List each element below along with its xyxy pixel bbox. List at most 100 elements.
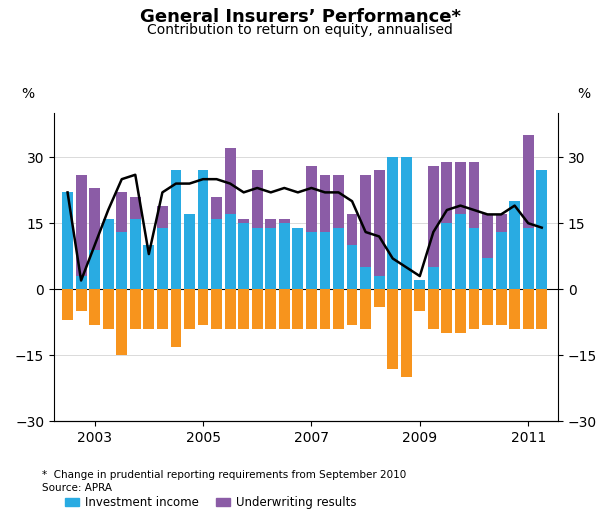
Bar [184,214,195,289]
Bar [482,289,493,324]
Bar [482,214,493,289]
Bar [415,281,425,289]
Bar [496,214,506,289]
Bar [347,245,358,289]
Bar [333,228,344,289]
Bar [360,267,371,289]
Bar [130,289,141,329]
Bar [415,289,425,311]
Bar [116,289,127,355]
Bar [374,276,385,289]
Bar [130,219,141,289]
Bar [292,228,303,289]
Bar [469,161,479,289]
Bar [184,289,195,329]
Bar [197,170,208,289]
Bar [62,289,73,320]
Bar [374,170,385,289]
Bar [428,166,439,289]
Text: Contribution to return on equity, annualised: Contribution to return on equity, annual… [147,23,453,37]
Bar [143,245,154,289]
Bar [76,289,86,311]
Bar [455,289,466,334]
Bar [279,219,290,289]
Bar [103,241,113,289]
Bar [76,175,86,289]
Bar [523,228,533,289]
Bar [306,232,317,289]
Bar [482,259,493,289]
Bar [197,254,208,289]
Bar [170,254,181,289]
Bar [143,259,154,289]
Bar [211,219,222,289]
Text: General Insurers’ Performance*: General Insurers’ Performance* [139,8,461,26]
Bar [143,289,154,329]
Bar [469,228,479,289]
Bar [170,170,181,289]
Bar [428,267,439,289]
Bar [442,289,452,334]
Bar [536,289,547,329]
Bar [211,289,222,329]
Bar [89,289,100,324]
Bar [442,223,452,289]
Bar [225,149,236,289]
Bar [320,289,331,329]
Bar [157,228,168,289]
Bar [415,289,425,311]
Bar [469,289,479,329]
Bar [116,192,127,289]
Bar [252,289,263,329]
Bar [536,267,547,289]
Bar [279,289,290,329]
Bar [428,289,439,329]
Bar [360,289,371,329]
Bar [265,289,276,329]
Bar [509,289,520,329]
Bar [347,214,358,289]
Bar [89,250,100,289]
Bar [292,232,303,289]
Bar [62,236,73,289]
Bar [265,228,276,289]
Bar [170,289,181,346]
Bar [401,289,412,377]
Bar [455,214,466,289]
Bar [279,223,290,289]
Bar [238,289,249,329]
Bar [225,289,236,329]
Bar [306,289,317,329]
Bar [455,161,466,289]
Bar [496,232,506,289]
Bar [130,197,141,289]
Bar [509,201,520,289]
Bar [496,289,506,324]
Bar [157,289,168,329]
Bar [509,254,520,289]
Bar [523,289,533,329]
Bar [401,157,412,289]
Bar [103,289,113,329]
Bar [225,214,236,289]
Bar [333,175,344,289]
Bar [292,289,303,329]
Text: %: % [578,87,591,101]
Bar [238,223,249,289]
Bar [62,192,73,289]
Text: Source: APRA: Source: APRA [42,483,112,493]
Bar [76,276,86,289]
Bar [523,135,533,289]
Bar [333,289,344,329]
Bar [387,157,398,289]
Bar [306,166,317,289]
Bar [442,161,452,289]
Bar [157,206,168,289]
Bar [320,175,331,289]
Bar [184,232,195,289]
Bar [387,289,398,369]
Bar [360,175,371,289]
Text: *  Change in prudential reporting requirements from September 2010: * Change in prudential reporting require… [42,470,406,480]
Bar [238,219,249,289]
Bar [89,188,100,289]
